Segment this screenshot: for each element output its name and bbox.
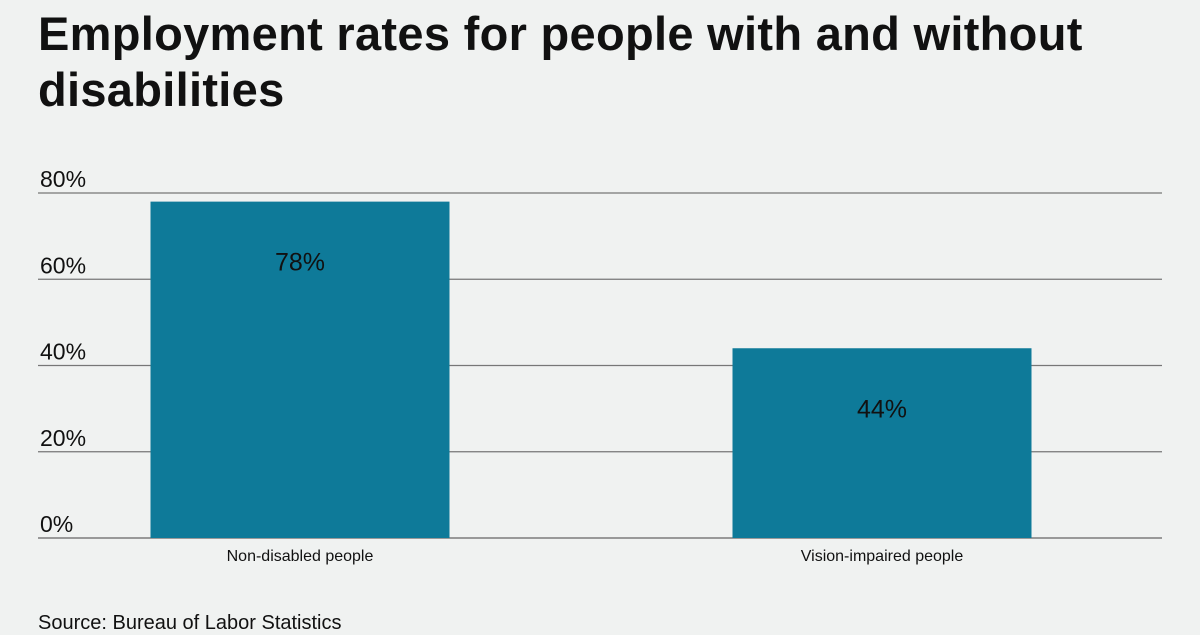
y-tick-label: 0% [40, 511, 73, 537]
y-tick-label: 20% [40, 425, 86, 451]
y-tick-label: 60% [40, 252, 86, 278]
data-label: 78% [275, 249, 325, 277]
chart-title: Employment rates for people with and wit… [38, 7, 1083, 116]
source-note: Source: Bureau of Labor Statistics [38, 612, 342, 634]
y-tick-label: 80% [40, 166, 86, 192]
data-label: 44% [857, 395, 907, 423]
bar [150, 201, 450, 538]
x-tick-label: Vision-impaired people [801, 548, 964, 565]
y-tick-label: 40% [40, 339, 86, 365]
bar [732, 348, 1032, 538]
x-tick-label: Non-disabled people [227, 548, 374, 565]
